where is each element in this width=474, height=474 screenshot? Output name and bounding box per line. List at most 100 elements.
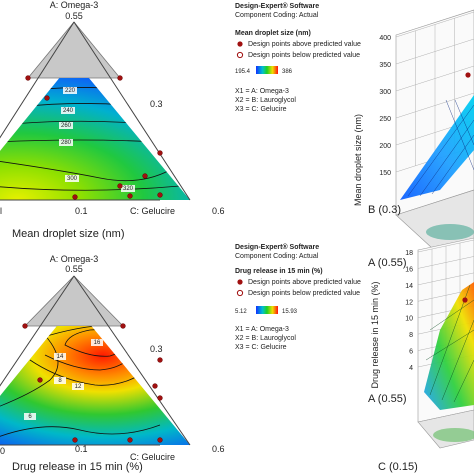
caption-droplet: Mean droplet size (nm)	[12, 228, 125, 240]
contour-label: 240	[63, 108, 74, 114]
surface-release	[424, 282, 474, 410]
response-surface-fill	[0, 78, 190, 200]
z-tick-label: 250	[379, 116, 391, 123]
legend-range-high-2: 15.93	[282, 309, 298, 315]
vertex-top-label-2: A: Omega-3	[50, 254, 99, 264]
legend-software: Design-Expert® Software	[235, 2, 319, 10]
zlabel-release: Drug release in 15 min (%)	[370, 281, 380, 388]
vertex-top-value: 0.55	[65, 11, 83, 21]
design-point	[127, 437, 133, 443]
legend-x2: X2 = B: Lauroglycol	[235, 97, 296, 104]
excluded-region	[27, 21, 121, 79]
corner-a-label: A (0.55)	[368, 257, 407, 269]
above-marker-icon	[237, 41, 243, 47]
design-point	[157, 150, 163, 156]
vertex-right-value-2: 0.6	[212, 444, 225, 454]
contour-label: 280	[61, 140, 72, 146]
contour-label-bg	[59, 122, 73, 129]
contour-label-bg	[59, 139, 73, 146]
contour-line	[0, 329, 59, 411]
legend-coding-2: Component Coding: Actual	[235, 253, 319, 260]
legend-droplet: Design-Expert® Software Component Coding…	[235, 2, 361, 113]
vertex-top-label: A: Omega-3	[50, 0, 99, 10]
z-tick-label: 350	[379, 62, 391, 69]
vertex-right-label: C: Gelucire	[130, 206, 175, 216]
contour-label: 8	[58, 378, 62, 384]
below-marker-icon-2	[236, 289, 244, 297]
contour-label: 220	[65, 88, 76, 94]
contour-label-bg	[121, 185, 135, 192]
panel-droplet-ternary: A: Omega-3 0.55 220 240 260 280 300 320 0.3 0…	[0, 0, 225, 240]
legend-coding: Component Coding: Actual	[235, 12, 319, 19]
contour-label: 320	[123, 186, 134, 192]
contour-label: 260	[61, 123, 72, 129]
z-tick-label: 4	[409, 365, 413, 372]
contour-label-bg	[54, 353, 66, 360]
contour-line	[0, 424, 161, 441]
z-tick-label: 150	[379, 170, 391, 177]
z-tick-label: 400	[379, 35, 391, 42]
edge-tick-right-2: 0.3	[150, 344, 163, 354]
contour-label-bg	[72, 383, 84, 390]
z-tick-label: 16	[405, 266, 413, 273]
legend-x1-2: X1 = A: Omega-3	[235, 326, 289, 333]
design-point	[25, 75, 31, 81]
legend-above: Design points above predicted value	[248, 41, 361, 48]
design-point	[127, 193, 133, 199]
design-point	[117, 183, 123, 189]
legend-x2-2: X2 = B: Lauroglycol	[235, 335, 296, 342]
edge-tick-bottom-2: 0.1	[75, 444, 88, 454]
contour-label: 6	[28, 414, 32, 420]
contour-line	[0, 159, 171, 182]
contour-label-bg	[54, 377, 66, 384]
z-tick-label: 12	[405, 299, 413, 306]
design-point	[117, 75, 123, 81]
corner-b-label: B (0.3)	[368, 204, 401, 216]
panel-droplet-3d: 150 200 250 300 350 400 Mean droplet size (nm…	[353, 9, 474, 269]
corner-a-label-2: A (0.55)	[368, 393, 407, 405]
design-point	[152, 383, 158, 389]
below-marker-icon	[236, 51, 244, 59]
corner-c-label: C (0.15)	[378, 461, 418, 473]
z-tick-label: 14	[405, 283, 413, 290]
contour-label-bg	[63, 87, 77, 94]
design-point	[157, 192, 163, 198]
z-tick-label: 300	[379, 89, 391, 96]
legend-above-2: Design points above predicted value	[248, 279, 361, 286]
vertex-top-value-2: 0.55	[65, 264, 83, 274]
legend-software-2: Design-Expert® Software	[235, 243, 319, 251]
above-marker-icon-2	[237, 279, 243, 285]
contour-line	[0, 184, 181, 191]
colorbar	[256, 66, 278, 74]
design-point	[157, 395, 163, 401]
design-point	[44, 95, 50, 101]
z-tick-label: 8	[409, 332, 413, 339]
design-point	[72, 194, 78, 200]
design-point	[72, 437, 78, 443]
design-point	[142, 173, 148, 179]
contour-label-bg	[61, 107, 75, 114]
edge-tick-bottom: 0.1	[75, 206, 88, 216]
contour-label: 14	[57, 354, 64, 360]
legend-x3: X3 = C: Gelucire	[235, 106, 287, 113]
design-point	[157, 437, 163, 443]
contour-label: 300	[67, 176, 78, 182]
colorbar-2	[256, 306, 278, 314]
legend-range-low: 195.4	[235, 69, 251, 75]
contour-label: 12	[75, 384, 82, 390]
caption-release: Drug release in 15 min (%)	[12, 461, 143, 473]
legend-release: Design-Expert® Software Component Coding…	[235, 243, 361, 351]
vertex-right-label-2: C: Gelucire	[130, 452, 175, 462]
legend-below: Design points below predicted value	[248, 52, 360, 59]
legend-range-high: 386	[282, 69, 293, 75]
surface-droplet	[400, 95, 474, 200]
z-tick-label: 6	[409, 349, 413, 356]
legend-x1: X1 = A: Omega-3	[235, 88, 289, 95]
legend-x3-2: X3 = C: Gelucire	[235, 344, 287, 351]
design-point	[465, 72, 471, 78]
excluded-region-2	[24, 275, 124, 327]
edge-tick-left: l	[0, 206, 2, 216]
z-tick-label: 18	[405, 250, 413, 257]
